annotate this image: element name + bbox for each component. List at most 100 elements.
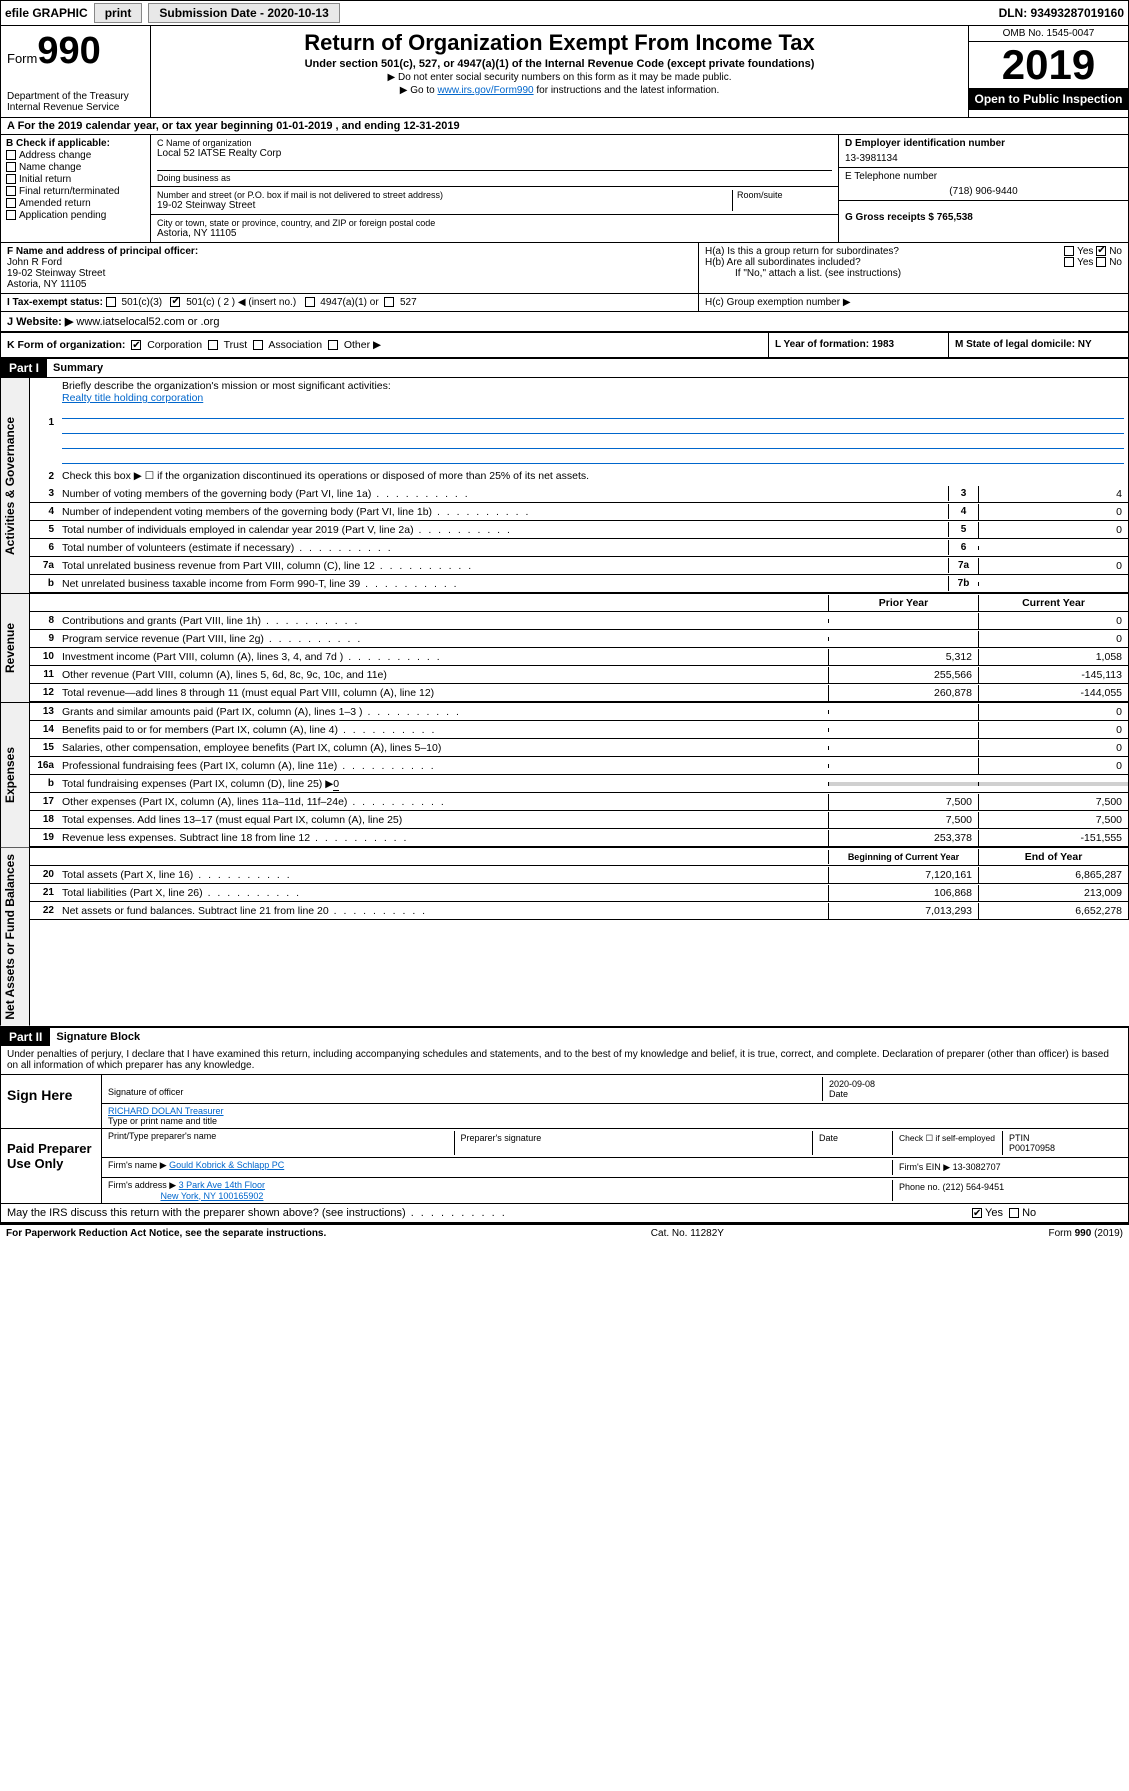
501c-checkbox[interactable] [170,297,180,307]
line20-end: 6,865,287 [978,867,1128,883]
ha-no-checkbox[interactable] [1096,246,1106,256]
line17-curr: 7,500 [978,794,1128,810]
ts-501c: 501(c) ( 2 ) ◀ (insert no.) [186,297,296,308]
footer: For Paperwork Reduction Act Notice, see … [0,1223,1129,1242]
line1-text: Briefly describe the organization's miss… [62,380,391,392]
of-trust: Trust [224,339,248,351]
hdr-current: Current Year [978,595,1128,611]
irs-link[interactable]: www.irs.gov/Form990 [437,85,533,96]
527-checkbox[interactable] [384,297,394,307]
line10-text: Investment income (Part VIII, column (A)… [58,649,828,665]
line3-value: 4 [978,486,1128,502]
trust-checkbox[interactable] [208,340,218,350]
footer-right: Form 990 (2019) [1049,1228,1123,1239]
discuss-yes-checkbox[interactable] [972,1208,982,1218]
line7b-value [978,582,1128,586]
discuss-yes: Yes [985,1207,1003,1219]
of-corp: Corporation [147,339,202,351]
sign-here-label: Sign Here [1,1075,101,1128]
line6-value [978,546,1128,550]
firm-addr1[interactable]: 3 Park Ave 14th Floor [179,1180,265,1190]
dept-label: Department of the Treasury Internal Reve… [7,91,144,113]
firm-ein: Firm's EIN ▶ 13-3082707 [892,1160,1122,1175]
room-label: Room/suite [737,190,832,200]
street-address: 19-02 Steinway Street [157,200,732,211]
4947-checkbox[interactable] [305,297,315,307]
line17-text: Other expenses (Part IX, column (A), lin… [58,794,828,810]
submission-date-button[interactable]: Submission Date - 2020-10-13 [148,3,339,23]
discuss-no-checkbox[interactable] [1009,1208,1019,1218]
col-d-info: D Employer identification number 13-3981… [838,135,1128,242]
part-i-title: Summary [47,360,109,376]
line7a-text: Total unrelated business revenue from Pa… [58,558,948,574]
header-sub1: Under section 501(c), 527, or 4947(a)(1)… [157,58,962,70]
form-title: Return of Organization Exempt From Incom… [157,30,962,56]
sub3-post: for instructions and the latest informat… [534,85,720,96]
app-pending-checkbox[interactable] [6,210,16,220]
hb-yes-checkbox[interactable] [1064,257,1074,267]
ein-value: 13-3981134 [845,153,1122,164]
assoc-checkbox[interactable] [253,340,263,350]
org-name: Local 52 IATSE Realty Corp [157,148,832,159]
officer-label: F Name and address of principal officer: [7,246,692,257]
amended-return-checkbox[interactable] [6,198,16,208]
ts-501c3: 501(c)(3) [122,297,163,308]
prep-check-label: Check ☐ if self-employed [892,1131,1002,1155]
tax-year: 2019 [969,42,1128,88]
line15-prior [828,746,978,750]
line13-prior [828,710,978,714]
of-assoc: Association [268,339,322,351]
line4-text: Number of independent voting members of … [58,504,948,520]
501c3-checkbox[interactable] [106,297,116,307]
col-b-label: B Check if applicable: [6,138,145,149]
ts-4947: 4947(a)(1) or [320,297,378,308]
print-button[interactable]: print [94,3,143,23]
ha-yes: Yes [1077,246,1093,257]
cb-final: Final return/terminated [19,186,120,197]
line8-curr: 0 [978,613,1128,629]
ein-label: D Employer identification number [845,138,1122,149]
sig-date: 2020-09-08 [829,1079,875,1089]
line18-curr: 7,500 [978,812,1128,828]
group-ha: H(a) Is this a group return for subordin… [705,246,899,257]
firm-addr2[interactable]: New York, NY 100165902 [161,1191,264,1201]
line12-curr: -144,055 [978,685,1128,701]
other-checkbox[interactable] [328,340,338,350]
part-i-label: Part I [1,359,47,377]
address-change-checkbox[interactable] [6,150,16,160]
ha-yes-checkbox[interactable] [1064,246,1074,256]
line16a-curr: 0 [978,758,1128,774]
group-hb: H(b) Are all subordinates included? [705,257,861,268]
firm-name[interactable]: Gould Kobrick & Schlapp PC [169,1160,284,1170]
hb-no-checkbox[interactable] [1096,257,1106,267]
part-ii-label: Part II [1,1028,50,1046]
group-hc: H(c) Group exemption number ▶ [705,297,851,308]
phone-label: E Telephone number [845,171,1122,182]
city-state-zip: Astoria, NY 11105 [157,228,832,239]
form-number: 990 [37,30,100,72]
group-hb-note: If "No," attach a list. (see instruction… [705,268,1122,279]
dln-label: DLN: 93493287019160 [999,6,1124,20]
firm-addr-label: Firm's address ▶ [108,1180,176,1190]
prep-print-label: Print/Type preparer's name [108,1131,454,1155]
prep-sig-label: Preparer's signature [454,1131,813,1155]
name-change-checkbox[interactable] [6,162,16,172]
line14-text: Benefits paid to or for members (Part IX… [58,722,828,738]
line12-text: Total revenue—add lines 8 through 11 (mu… [58,685,828,701]
line4-value: 0 [978,504,1128,520]
typed-name-label: Type or print name and title [108,1116,217,1126]
officer-typed-name[interactable]: RICHARD DOLAN Treasurer [108,1106,224,1116]
final-return-checkbox[interactable] [6,186,16,196]
sub3-pre: Go to [410,85,437,96]
corp-checkbox[interactable] [131,340,141,350]
line22-end: 6,652,278 [978,903,1128,919]
dba-label: Doing business as [157,170,832,183]
initial-return-checkbox[interactable] [6,174,16,184]
l16b-lbl: Total fundraising expenses (Part IX, col… [62,778,333,790]
line5-text: Total number of individuals employed in … [58,522,948,538]
side-netassets: Net Assets or Fund Balances [0,848,30,1026]
line16a-text: Professional fundraising fees (Part IX, … [58,758,828,774]
form-id-box: Form990 Department of the Treasury Inter… [1,26,151,117]
line1-value[interactable]: Realty title holding corporation [62,392,203,404]
cb-initial: Initial return [19,174,71,185]
